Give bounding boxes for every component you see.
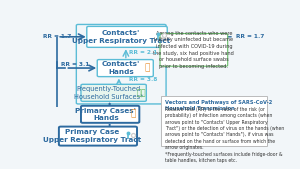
FancyBboxPatch shape [161,96,266,146]
Text: ✋: ✋ [130,110,136,119]
Text: ✋: ✋ [145,64,150,73]
Text: Contacts'
Hands: Contacts' Hands [102,61,140,75]
Text: Primary Case
Upper Respiratory Tract: Primary Case Upper Respiratory Tract [43,129,141,143]
FancyBboxPatch shape [160,34,228,66]
FancyBboxPatch shape [81,84,146,101]
Text: 🏠: 🏠 [136,88,141,97]
FancyBboxPatch shape [97,60,153,77]
Text: RR = 3.1: RR = 3.1 [61,62,89,67]
Text: RR = 1.7: RR = 1.7 [236,34,265,39]
Text: Frequently-Touched
Household Surfaces*: Frequently-Touched Household Surfaces* [74,86,143,100]
FancyBboxPatch shape [81,106,139,123]
Text: RR = 2.1: RR = 2.1 [129,50,158,55]
Text: Contacts'
Upper Respiratory Tract: Contacts' Upper Respiratory Tract [72,30,170,44]
Text: RR = 1.7: RR = 1.7 [43,34,72,39]
Text: Primary Cases'
Hands: Primary Cases' Hands [75,107,136,121]
Text: Among the contacts who were
initially uninfected but became
infected with COVID-: Among the contacts who were initially un… [154,31,234,69]
Text: Relative Risk (RR) is the ratio of the risk (or
probability) of infection among : Relative Risk (RR) is the ratio of the r… [165,107,284,163]
Text: Vectors and Pathways of SARS-CoV-2
Household Transmission: Vectors and Pathways of SARS-CoV-2 House… [165,100,272,111]
Text: 🏠: 🏠 [141,88,146,97]
FancyBboxPatch shape [87,26,167,47]
Text: RR = 3.8: RR = 3.8 [129,77,158,82]
FancyBboxPatch shape [59,127,137,146]
